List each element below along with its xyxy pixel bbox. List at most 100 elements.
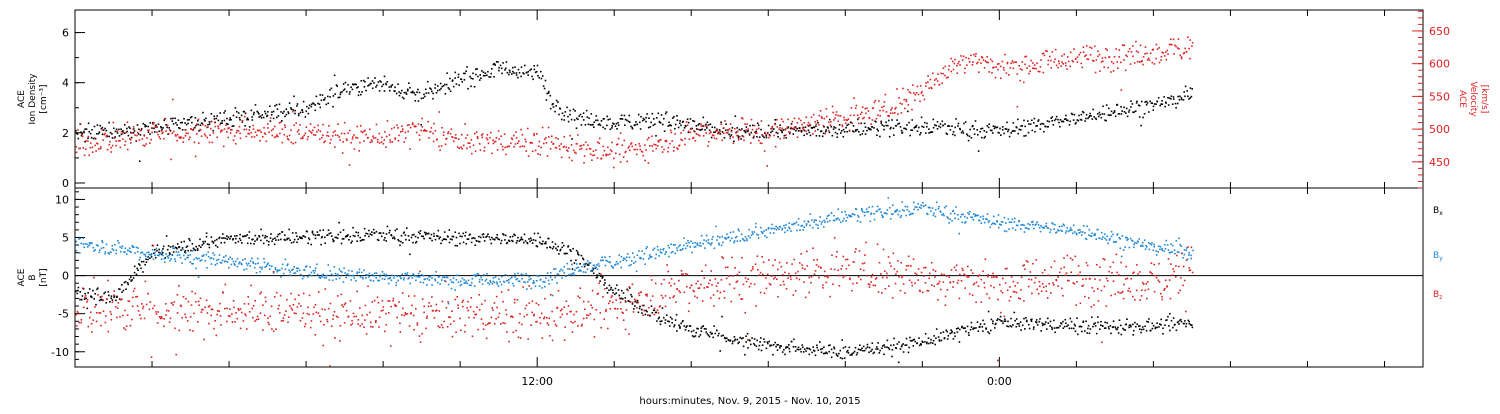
data-point <box>238 309 240 311</box>
data-point <box>226 118 228 120</box>
data-point <box>430 131 432 133</box>
data-point <box>1081 119 1083 121</box>
data-point <box>1140 125 1142 127</box>
data-point <box>925 132 927 134</box>
data-point <box>91 323 93 325</box>
data-point <box>857 220 859 222</box>
data-point <box>271 306 273 308</box>
data-point <box>848 118 850 120</box>
data-point <box>485 72 487 74</box>
data-point <box>146 252 148 254</box>
data-point <box>1134 62 1136 64</box>
data-point <box>602 146 604 148</box>
data-point <box>1136 101 1138 103</box>
data-point <box>918 337 920 339</box>
data-point <box>1113 70 1115 72</box>
data-point <box>254 240 256 242</box>
data-point <box>548 283 550 285</box>
data-point <box>225 238 227 240</box>
data-point <box>787 119 789 121</box>
data-point <box>1132 324 1134 326</box>
data-point <box>115 253 117 255</box>
data-point <box>479 143 481 145</box>
data-point <box>229 308 231 310</box>
data-point <box>1039 71 1041 73</box>
data-point <box>1185 326 1187 328</box>
data-point <box>725 238 727 240</box>
data-point <box>730 232 732 234</box>
data-point <box>712 126 714 128</box>
data-point <box>142 252 144 254</box>
data-point <box>149 142 151 144</box>
data-point <box>930 79 932 81</box>
data-point <box>1187 36 1189 38</box>
data-point <box>1175 107 1177 109</box>
data-point <box>1062 321 1064 323</box>
data-point <box>778 229 780 231</box>
data-point <box>705 328 707 330</box>
data-point <box>1021 125 1023 127</box>
data-point <box>328 135 330 137</box>
data-point <box>971 137 973 139</box>
data-point <box>1028 123 1030 125</box>
data-point <box>189 261 191 263</box>
data-point <box>1125 324 1127 326</box>
data-point <box>274 237 276 239</box>
data-point <box>806 225 808 227</box>
data-point <box>1048 228 1050 230</box>
data-point <box>1184 249 1186 251</box>
data-point <box>578 115 580 117</box>
data-point <box>313 103 315 105</box>
data-point <box>1089 113 1091 115</box>
data-point <box>624 140 626 142</box>
data-point <box>968 140 970 142</box>
data-point <box>535 150 537 152</box>
data-point <box>890 112 892 114</box>
data-point <box>426 284 428 286</box>
data-point <box>161 130 163 132</box>
data-point <box>523 73 525 75</box>
series-plasma-right <box>75 36 1193 168</box>
data-point <box>604 128 606 130</box>
data-point <box>592 124 594 126</box>
data-point <box>158 123 160 125</box>
data-point <box>361 91 363 93</box>
data-point <box>854 214 856 216</box>
data-point <box>639 122 641 124</box>
data-point <box>993 216 995 218</box>
data-point <box>1153 325 1155 327</box>
data-point <box>707 333 709 335</box>
data-point <box>198 276 200 278</box>
data-point <box>264 315 266 317</box>
data-point <box>158 136 160 138</box>
data-point <box>1047 318 1049 320</box>
data-point <box>597 120 599 122</box>
data-point <box>607 260 609 262</box>
data-point <box>1122 235 1124 237</box>
data-point <box>773 232 775 234</box>
data-point <box>895 107 897 109</box>
data-point <box>1121 113 1123 115</box>
data-point <box>324 140 326 142</box>
data-point <box>398 135 400 137</box>
data-point <box>566 253 568 255</box>
data-point <box>585 272 587 274</box>
data-point <box>750 344 752 346</box>
data-point <box>1130 100 1132 102</box>
data-point <box>235 107 237 109</box>
data-point <box>1184 96 1186 98</box>
data-point <box>845 220 847 222</box>
data-point <box>652 113 654 115</box>
data-point <box>1160 246 1162 248</box>
data-point <box>956 65 958 67</box>
data-point <box>388 283 390 285</box>
data-point <box>1015 229 1017 231</box>
data-point <box>214 121 216 123</box>
data-point <box>349 164 351 166</box>
data-point <box>576 267 578 269</box>
data-point <box>267 111 269 113</box>
data-point <box>993 125 995 127</box>
data-point <box>662 124 664 126</box>
data-point <box>348 316 350 318</box>
data-point <box>550 247 552 249</box>
